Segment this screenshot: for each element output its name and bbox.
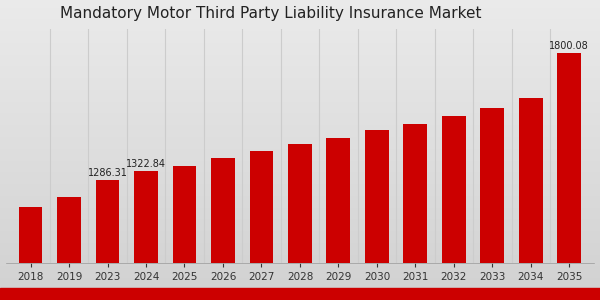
- Bar: [211, 158, 235, 300]
- Bar: [442, 116, 466, 300]
- Bar: [519, 98, 543, 300]
- Bar: [326, 138, 350, 300]
- Bar: [173, 166, 196, 300]
- Text: 1286.31: 1286.31: [88, 168, 127, 178]
- Bar: [19, 207, 43, 300]
- Bar: [134, 171, 158, 300]
- Bar: [403, 124, 427, 300]
- Bar: [481, 108, 504, 300]
- Bar: [288, 144, 312, 300]
- Bar: [557, 53, 581, 300]
- Text: 1800.08: 1800.08: [550, 41, 589, 51]
- Bar: [57, 197, 81, 300]
- Bar: [95, 180, 119, 300]
- Title: Mandatory Motor Third Party Liability Insurance Market: Mandatory Motor Third Party Liability In…: [60, 6, 481, 21]
- Text: 1322.84: 1322.84: [126, 159, 166, 169]
- Bar: [365, 130, 389, 300]
- Bar: [250, 151, 274, 300]
